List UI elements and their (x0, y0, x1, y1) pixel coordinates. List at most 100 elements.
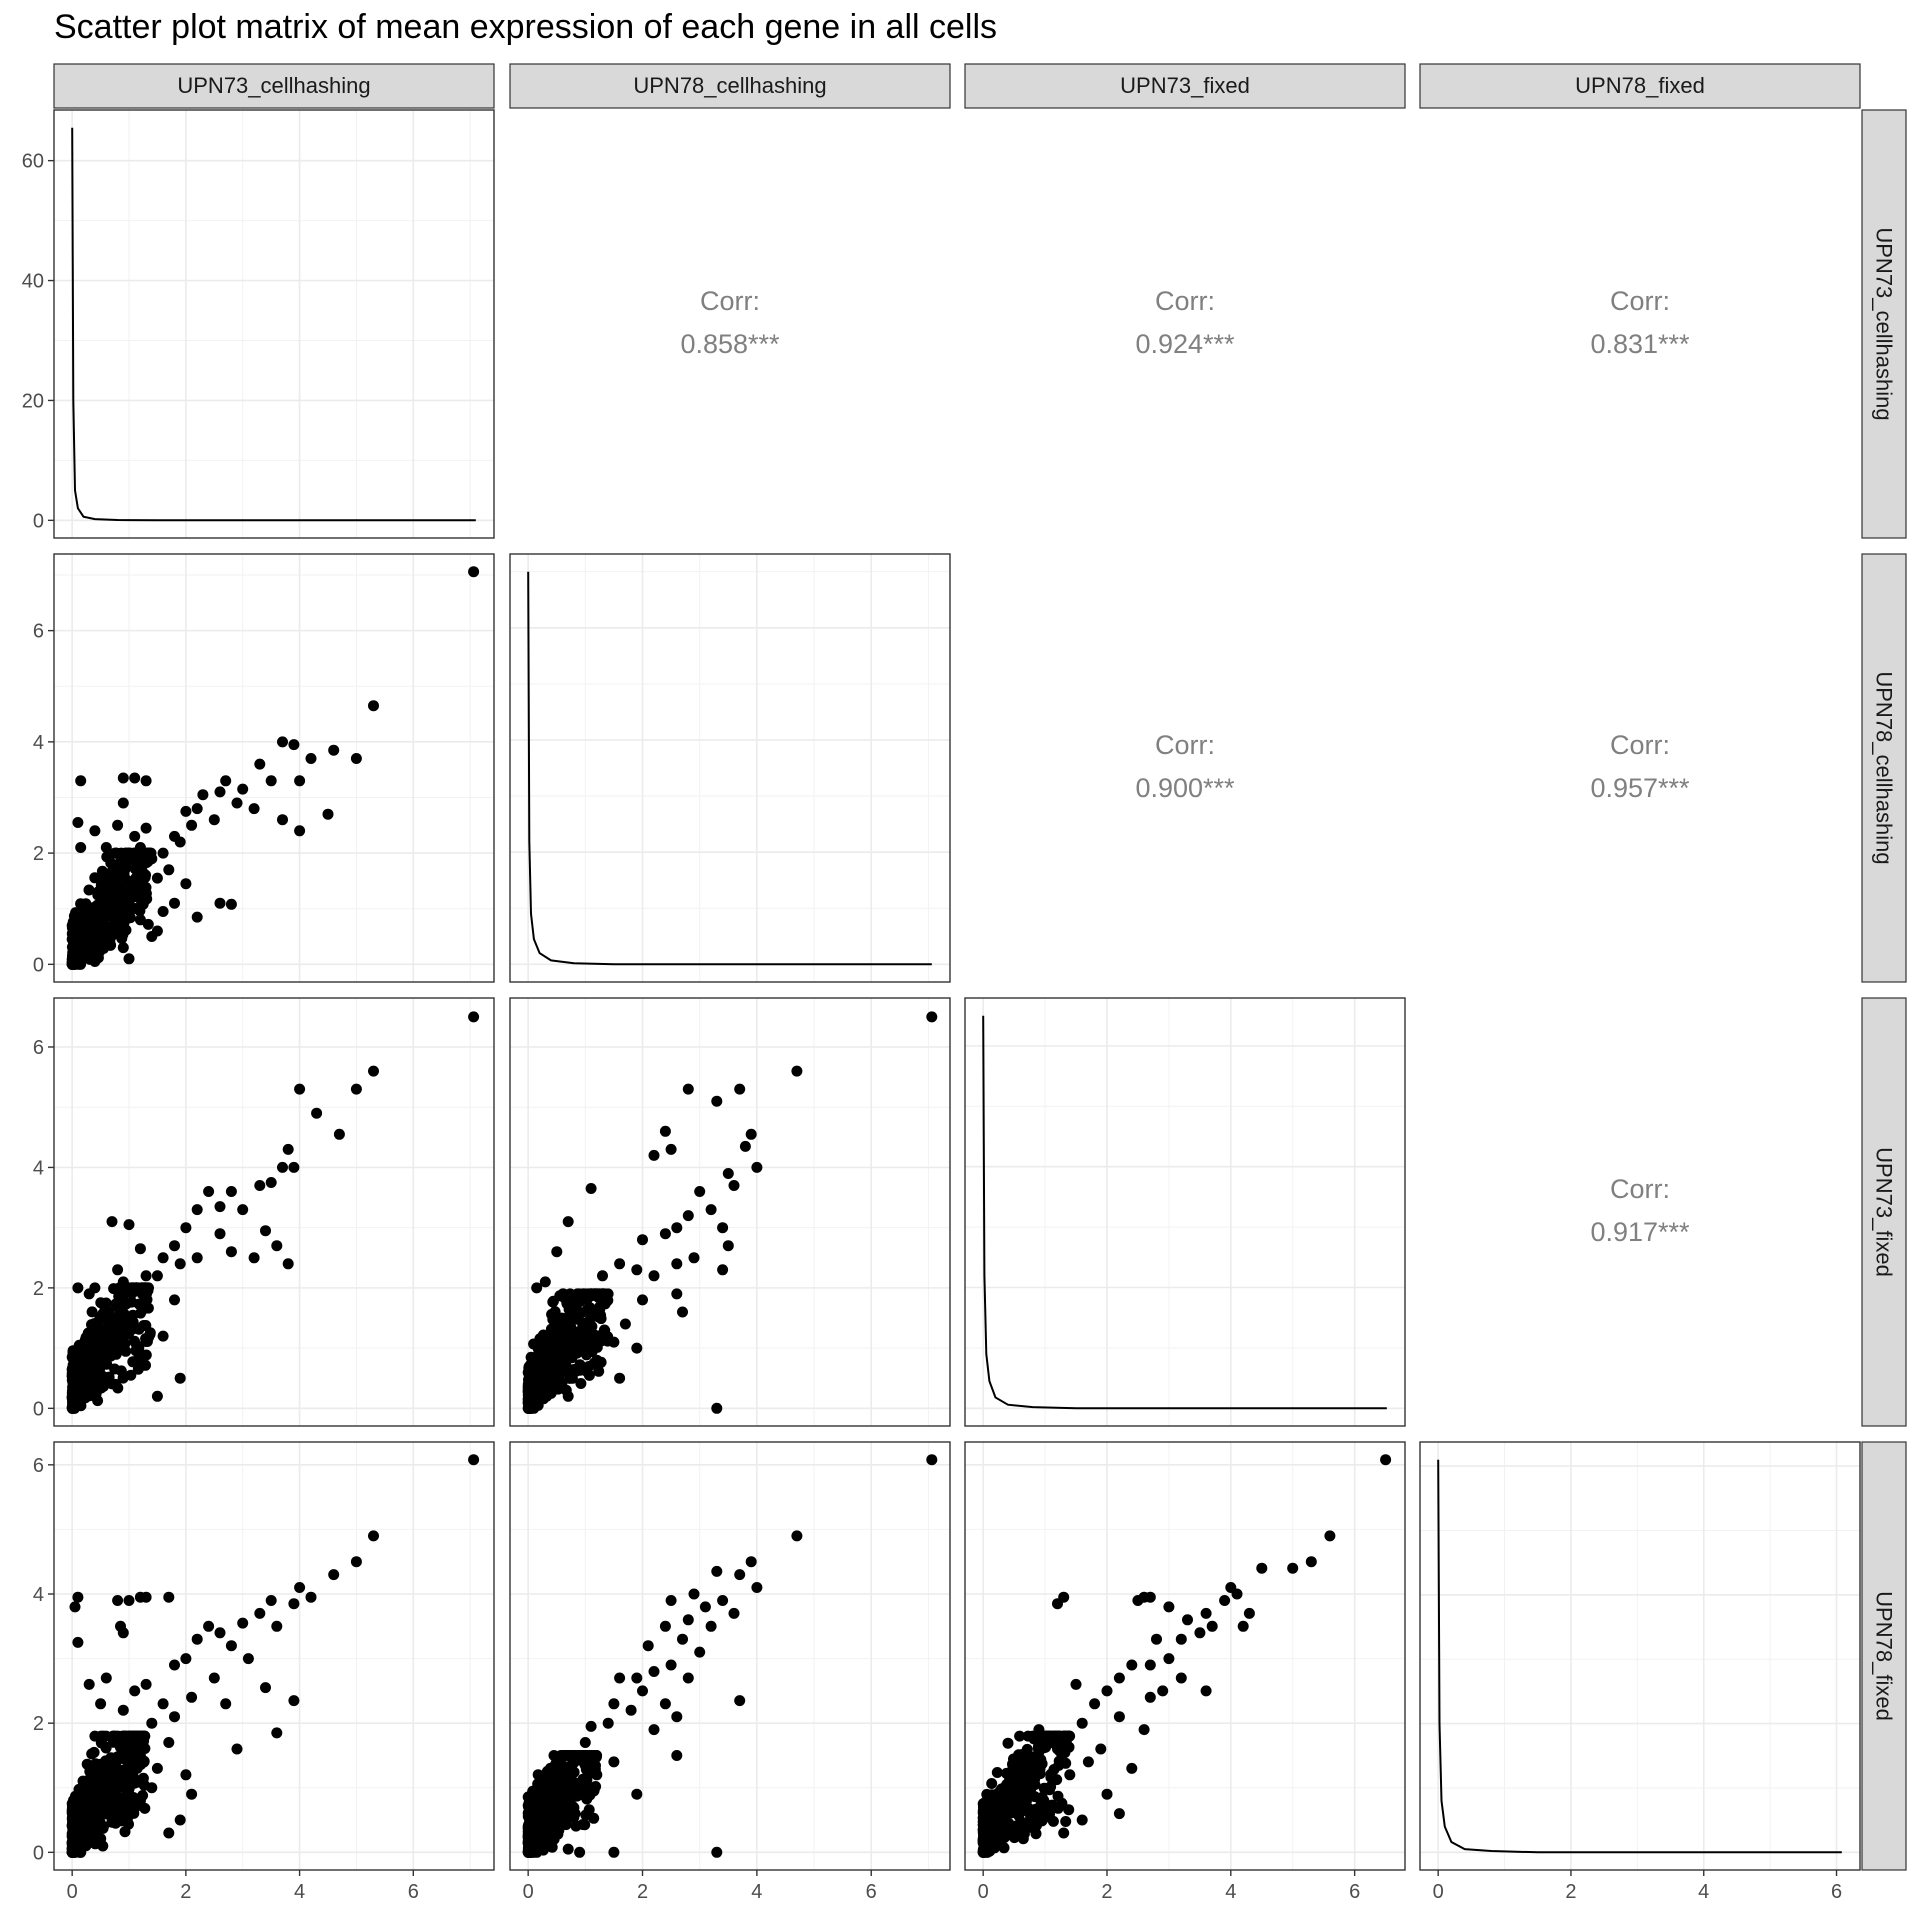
scatter-point (751, 1161, 763, 1173)
scatter-point (536, 1389, 548, 1401)
scatter-point (983, 1844, 995, 1856)
scatter-point (191, 1252, 203, 1264)
y-tick-label: 0 (33, 954, 44, 976)
scatter-point (110, 873, 122, 885)
scatter-point (123, 892, 135, 904)
y-tick-label: 60 (22, 151, 44, 173)
scatter-point (368, 1530, 379, 1542)
scatter-point (1062, 1730, 1074, 1742)
scatter-point (562, 1216, 574, 1228)
scatter-point (80, 1833, 92, 1845)
scatter-point (271, 1727, 283, 1739)
scatter-point (734, 1083, 746, 1095)
row-strip-label: UPN78_cellhashing (1872, 671, 1897, 864)
scatter-point (585, 1183, 597, 1194)
scatter-point (711, 1402, 723, 1414)
scatter-point (225, 1640, 237, 1652)
scatter-point (89, 956, 101, 967)
scatter-point (214, 1201, 226, 1213)
y-tick-label: 0 (33, 1398, 44, 1420)
scatter-point (734, 1695, 746, 1707)
scatter-point (631, 1264, 643, 1276)
panel-UPN78_fixed-UPN73_cellhashing (53, 1441, 495, 1871)
scatter-point (112, 819, 124, 831)
scatter-point (106, 908, 118, 920)
scatter-point (180, 805, 192, 817)
scatter-point (128, 1807, 140, 1819)
scatter-point (305, 753, 317, 764)
scatter-point (648, 1666, 660, 1677)
scatter-point (550, 1758, 562, 1770)
scatter-point (136, 1282, 148, 1294)
scatter-point (117, 942, 129, 954)
scatter-point (282, 1258, 294, 1270)
scatter-point (585, 1288, 597, 1300)
panel-UPN73_fixed-UPN78_cellhashing (509, 997, 951, 1427)
scatter-point (1017, 1820, 1028, 1832)
scatter-point (82, 1775, 94, 1787)
scatter-point (562, 1843, 574, 1855)
scatter-point (191, 803, 203, 815)
scatter-point (659, 1698, 671, 1710)
corr-value: 0.957*** (1590, 773, 1690, 803)
panel-border (509, 1441, 951, 1871)
scatter-point (1014, 1730, 1026, 1742)
scatter-point (533, 1349, 545, 1361)
scatter-point (368, 1065, 379, 1077)
scatter-point (137, 1790, 149, 1801)
scatter-point (1022, 1730, 1034, 1742)
scatter-point (83, 1288, 95, 1300)
scatter-point (117, 772, 129, 784)
y-tick-label: 2 (33, 843, 44, 865)
scatter-point (163, 1591, 175, 1603)
scatter-point (468, 1454, 480, 1466)
scatter-point (134, 858, 146, 870)
scatter-point (180, 878, 192, 890)
scatter-point (169, 1294, 180, 1306)
x-tick-label: 6 (1831, 1881, 1842, 1903)
scatter-point (138, 1320, 150, 1331)
scatter-point (671, 1222, 683, 1234)
scatter-point (1044, 1808, 1056, 1820)
scatter-point (83, 884, 95, 896)
scatter-point (688, 1588, 700, 1600)
y-tick-label: 0 (33, 1842, 44, 1864)
scatter-point (180, 1653, 192, 1665)
scatter-point (1063, 1804, 1075, 1816)
scatter-point (123, 953, 135, 965)
scatter-point (106, 1378, 118, 1390)
corr-value: 0.900*** (1135, 773, 1235, 803)
scatter-point (84, 916, 96, 928)
scatter-point (112, 1595, 124, 1606)
scatter-point (140, 1359, 151, 1371)
scatter-point (694, 1186, 706, 1197)
scatter-point (552, 1814, 564, 1826)
scatter-point (163, 1737, 175, 1748)
scatter-point (277, 1161, 288, 1173)
scatter-point (151, 872, 163, 884)
scatter-point (103, 1322, 115, 1334)
panel-border (53, 997, 495, 1427)
scatter-point (305, 1591, 317, 1603)
scatter-point (1237, 1620, 1249, 1632)
scatter-point (1305, 1556, 1317, 1568)
scatter-point (602, 1717, 614, 1729)
scatter-point (87, 1363, 98, 1375)
scatter-point (539, 1276, 551, 1288)
scatter-point (614, 1372, 626, 1384)
scatter-point (231, 1743, 243, 1755)
scatter-point (1144, 1659, 1156, 1671)
x-tick-label: 0 (1433, 1881, 1444, 1903)
scatter-point (705, 1204, 717, 1216)
scatter-point (926, 1454, 938, 1466)
scatter-point (559, 1345, 571, 1357)
scatter-point (577, 1773, 589, 1785)
scatter-point (140, 775, 152, 787)
y-tick-label: 6 (33, 1455, 44, 1477)
scatter-point (169, 1711, 180, 1723)
scatter-point (1036, 1791, 1048, 1803)
scatter-point (134, 842, 146, 853)
scatter-point (271, 1240, 283, 1252)
scatter-point (260, 1225, 271, 1237)
scatter-point (83, 1792, 95, 1804)
